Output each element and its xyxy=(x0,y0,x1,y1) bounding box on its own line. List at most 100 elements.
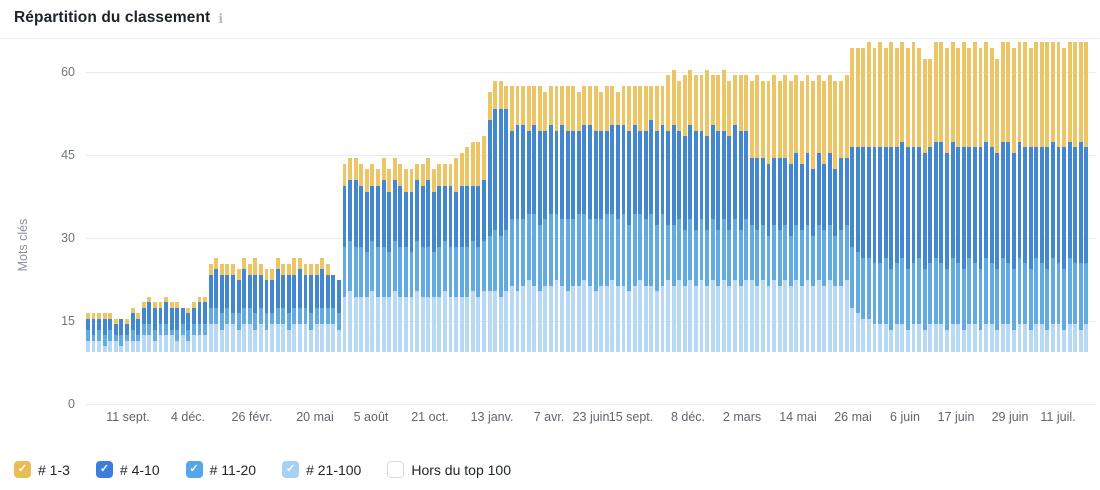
bar[interactable] xyxy=(872,47,877,352)
bar[interactable] xyxy=(253,257,258,352)
bar[interactable] xyxy=(152,302,157,352)
bar[interactable] xyxy=(459,152,464,352)
bar[interactable] xyxy=(1051,42,1055,352)
checkbox-rank-4-10[interactable] xyxy=(95,461,113,478)
bar[interactable] xyxy=(878,42,882,352)
bar[interactable] xyxy=(119,318,124,352)
bar[interactable] xyxy=(275,257,280,352)
bar[interactable] xyxy=(1000,42,1005,352)
bar[interactable] xyxy=(783,75,788,352)
bar[interactable] xyxy=(1028,47,1033,352)
bar[interactable] xyxy=(945,47,949,352)
bar[interactable] xyxy=(169,302,174,352)
bar[interactable] xyxy=(755,75,760,352)
bar[interactable] xyxy=(800,80,804,352)
bar[interactable] xyxy=(833,80,838,352)
bar[interactable] xyxy=(504,86,509,352)
bar[interactable] xyxy=(130,307,135,352)
bar[interactable] xyxy=(1045,42,1050,352)
bar[interactable] xyxy=(219,263,224,352)
bar[interactable] xyxy=(554,86,559,352)
bar[interactable] xyxy=(560,86,565,352)
bar[interactable] xyxy=(721,69,726,352)
bar[interactable] xyxy=(565,86,570,352)
bar[interactable] xyxy=(448,163,453,352)
bar[interactable] xyxy=(426,158,431,352)
bar[interactable] xyxy=(615,91,620,352)
bar[interactable] xyxy=(1062,47,1067,352)
bar[interactable] xyxy=(403,169,408,352)
bar[interactable] xyxy=(409,169,414,352)
bar[interactable] xyxy=(727,80,732,352)
bar[interactable] xyxy=(454,158,459,352)
bar[interactable] xyxy=(894,47,899,352)
bar[interactable] xyxy=(794,75,799,352)
bar[interactable] xyxy=(705,69,710,352)
bar[interactable] xyxy=(839,80,843,352)
bar[interactable] xyxy=(621,86,626,352)
bar[interactable] xyxy=(297,257,302,352)
bar[interactable] xyxy=(108,313,113,352)
bar[interactable] xyxy=(850,47,855,352)
bar[interactable] xyxy=(364,169,369,352)
bar[interactable] xyxy=(654,86,659,352)
bar[interactable] xyxy=(532,86,537,352)
bar[interactable] xyxy=(376,169,380,352)
checkbox-hors-top-100[interactable] xyxy=(387,461,405,478)
bar[interactable] xyxy=(710,75,715,352)
bar[interactable] xyxy=(543,91,548,352)
bar[interactable] xyxy=(136,313,141,352)
bar[interactable] xyxy=(699,75,704,352)
bar[interactable] xyxy=(381,158,386,352)
bar[interactable] xyxy=(883,47,888,352)
bar[interactable] xyxy=(671,69,676,352)
bar[interactable] xyxy=(1011,47,1016,352)
checkbox-rank-11-20[interactable] xyxy=(185,461,203,478)
bar[interactable] xyxy=(325,263,330,352)
bar[interactable] xyxy=(811,80,816,352)
bar[interactable] xyxy=(392,158,397,352)
bar[interactable] xyxy=(643,86,648,352)
bar[interactable] xyxy=(733,75,737,352)
bar[interactable] xyxy=(191,302,196,352)
bar[interactable] xyxy=(303,263,308,352)
bar[interactable] xyxy=(627,86,631,352)
bar[interactable] xyxy=(922,58,927,352)
bar[interactable] xyxy=(972,42,977,352)
bar[interactable] xyxy=(978,47,983,352)
bar[interactable] xyxy=(476,141,481,352)
bar[interactable] xyxy=(487,91,492,352)
bar[interactable] xyxy=(582,86,587,352)
bar[interactable] xyxy=(989,47,994,352)
bar[interactable] xyxy=(548,86,553,352)
bar[interactable] xyxy=(677,80,682,352)
bar[interactable] xyxy=(180,307,185,352)
checkbox-rank-1-3[interactable] xyxy=(14,461,31,478)
bar[interactable] xyxy=(777,80,782,352)
bar[interactable] xyxy=(431,169,436,352)
bar[interactable] xyxy=(359,163,364,352)
bar[interactable] xyxy=(465,147,470,352)
checkbox-rank-21-100[interactable] xyxy=(282,461,300,478)
bar[interactable] xyxy=(270,269,274,352)
bar[interactable] xyxy=(415,163,419,352)
bar[interactable] xyxy=(666,75,671,352)
bar[interactable] xyxy=(281,263,286,352)
bar[interactable] xyxy=(337,280,341,352)
bar[interactable] xyxy=(1078,42,1083,352)
bar[interactable] xyxy=(1039,42,1044,352)
bar[interactable] xyxy=(141,302,146,352)
bar[interactable] xyxy=(984,42,988,352)
bar[interactable] xyxy=(286,263,291,352)
bar[interactable] xyxy=(482,136,486,352)
bar[interactable] xyxy=(844,75,849,352)
bar[interactable] xyxy=(861,47,866,352)
bar[interactable] xyxy=(688,69,693,352)
bar[interactable] xyxy=(760,80,765,352)
bar[interactable] xyxy=(331,274,336,352)
bar[interactable] xyxy=(225,263,230,352)
bar[interactable] xyxy=(1084,42,1089,352)
bar[interactable] xyxy=(939,42,944,352)
bar[interactable] xyxy=(186,307,191,352)
bar[interactable] xyxy=(521,86,525,352)
